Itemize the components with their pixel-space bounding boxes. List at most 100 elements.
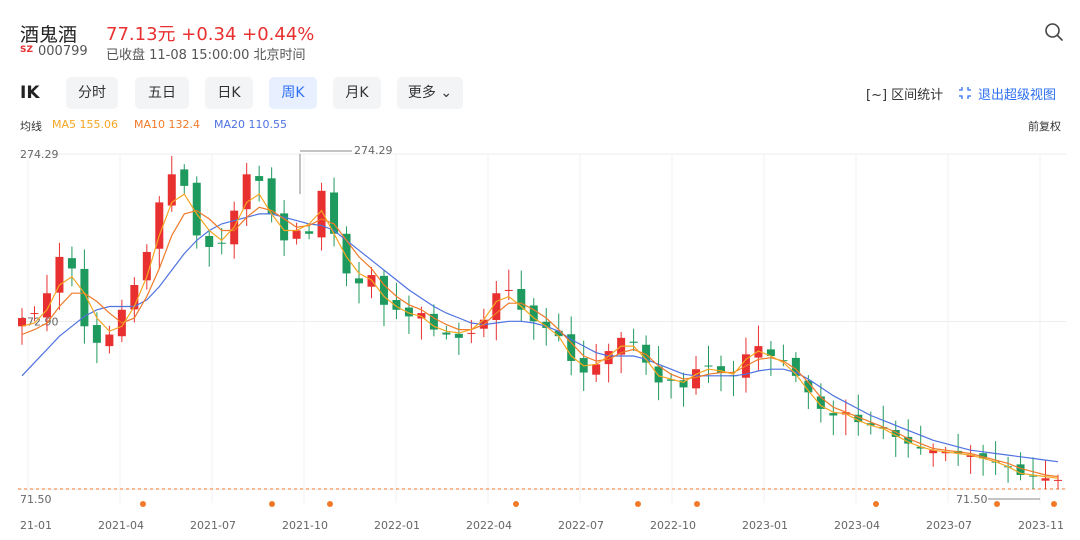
x-tick-label: 2022-07	[558, 519, 604, 532]
candle-body	[142, 251, 151, 281]
x-tick-label: 2023-04	[834, 519, 880, 532]
x-tick-label: 2023-11	[1018, 519, 1064, 532]
candle-body	[754, 346, 763, 358]
candle-body	[217, 242, 226, 244]
candle-body	[255, 176, 264, 181]
candle-body	[1054, 479, 1062, 481]
candle-body	[242, 174, 251, 210]
x-tick-label: 2021-10	[282, 519, 328, 532]
tab-monthly-k[interactable]: 月K	[333, 77, 381, 109]
candle-body	[305, 231, 314, 234]
tab-five-day[interactable]: 五日	[135, 77, 189, 109]
ma10-legend: MA10 132.4	[134, 118, 200, 131]
tab-weekly-k[interactable]: 周K	[269, 77, 317, 109]
candle-body	[105, 334, 114, 347]
candle-body	[604, 351, 613, 365]
candle-body	[941, 451, 950, 454]
event-dot	[994, 501, 1000, 507]
candle-body	[55, 256, 64, 293]
x-tick-label: 2022-04	[466, 519, 512, 532]
candle-body	[192, 182, 201, 236]
candle-body	[404, 307, 413, 317]
candle-body	[866, 423, 875, 426]
x-tick-label: 2021-07	[190, 519, 236, 532]
candle-body	[766, 349, 775, 357]
candle-body	[554, 330, 563, 337]
candle-body	[355, 278, 364, 284]
candle-body	[42, 293, 51, 318]
tab-intraday[interactable]: 分时	[66, 77, 118, 109]
candle-body	[467, 332, 476, 334]
candle-body	[667, 379, 676, 381]
candle-body	[92, 325, 101, 343]
candle-body	[429, 313, 438, 330]
candle-body	[442, 332, 451, 335]
candle-body	[716, 366, 725, 373]
candle-body	[180, 169, 189, 186]
ma10-line	[21, 206, 1059, 478]
x-tick-label: 2023-07	[926, 519, 972, 532]
candle-body	[692, 369, 701, 389]
y-label-top: 274.29	[20, 148, 59, 161]
candle-body	[18, 318, 26, 327]
event-dot	[140, 501, 146, 507]
candle-body	[679, 380, 688, 388]
y-label-mid: 172.90	[20, 316, 59, 329]
candle-body	[791, 357, 800, 376]
candle-body	[155, 202, 164, 249]
ma-title: 均线	[20, 120, 42, 133]
ma5-line	[21, 193, 1059, 479]
range-stats-button[interactable]: [~] 区间统计	[866, 88, 944, 103]
event-dot	[1051, 501, 1057, 507]
candle-body	[629, 341, 638, 343]
event-dot	[873, 501, 879, 507]
candle-body	[891, 430, 900, 437]
candle-body	[904, 436, 913, 444]
candle-body	[267, 178, 276, 214]
candle-body	[879, 427, 888, 429]
stock-price-change: 77.13元 +0.34 +0.44%	[106, 24, 315, 45]
x-tick-label: 2021-04	[98, 519, 144, 532]
candle-body	[30, 313, 39, 315]
event-dot	[269, 501, 275, 507]
candle-body	[642, 344, 651, 363]
stock-code: 000799	[38, 44, 88, 59]
kline-chart[interactable]: 274.29 172.90 71.50 274.29 71.50 21-01 2021-04…	[0, 140, 1080, 540]
event-dot	[327, 501, 333, 507]
max-marker-label: 274.29	[354, 144, 393, 157]
market-status: 已收盘 11-08 15:00:00 北京时间	[106, 48, 306, 63]
chevron-down-icon: ⌄	[440, 85, 453, 101]
candle-body	[379, 275, 388, 305]
tab-more-label: 更多	[407, 85, 436, 101]
tab-more[interactable]: 更多 ⌄	[397, 77, 463, 109]
candle-body	[317, 190, 326, 238]
price-adjustment[interactable]: 前复权	[1028, 120, 1061, 133]
candle-body	[966, 455, 975, 457]
ma20-line	[21, 213, 1059, 463]
candle-body	[417, 313, 426, 319]
x-tick-label: 2022-10	[650, 519, 696, 532]
tab-daily-k[interactable]: 日K	[205, 77, 253, 109]
period-icon[interactable]: IK	[20, 83, 40, 103]
event-dot	[513, 501, 519, 507]
candle-body	[529, 305, 538, 322]
candle-body	[392, 299, 401, 310]
ma5-legend: MA5 155.06	[52, 118, 118, 131]
fullscreen-exit-icon[interactable]	[958, 86, 972, 100]
candle-body	[704, 365, 713, 367]
candle-body	[829, 413, 838, 416]
candle-body	[592, 364, 601, 375]
candle-body	[816, 396, 825, 409]
candle-body	[567, 334, 576, 361]
candle-body	[454, 333, 463, 338]
exchange-badge: SZ	[20, 45, 34, 55]
search-icon[interactable]	[1044, 22, 1064, 42]
candle-body	[130, 284, 139, 310]
exit-super-view-button[interactable]: 退出超级视图	[978, 88, 1057, 103]
candle-body	[67, 258, 76, 269]
x-tick-label: 2023-01	[742, 519, 788, 532]
candle-body	[654, 366, 663, 383]
event-dot	[694, 501, 700, 507]
candle-body	[280, 213, 289, 241]
candle-body	[205, 236, 214, 247]
